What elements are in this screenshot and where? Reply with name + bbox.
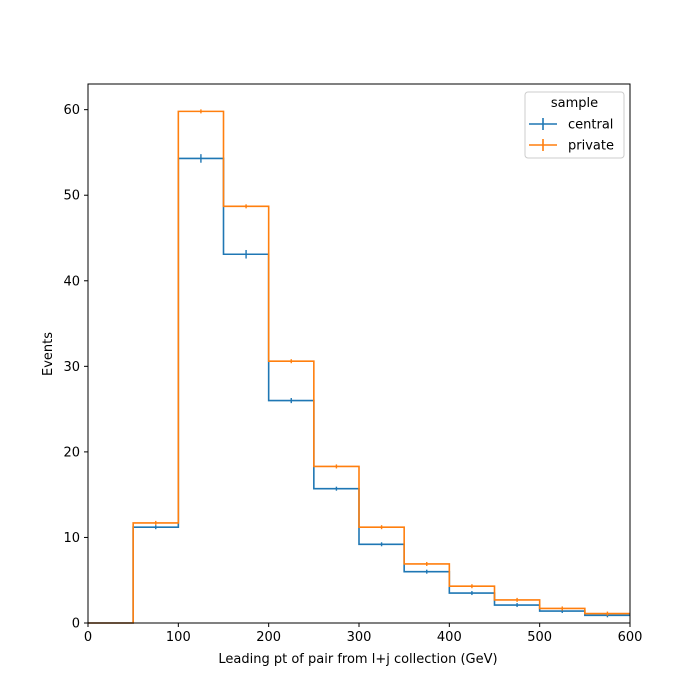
series-step-central bbox=[88, 157, 630, 624]
y-tick-label: 40 bbox=[63, 274, 80, 289]
legend-box bbox=[524, 91, 625, 159]
x-tick-label: 300 bbox=[347, 630, 372, 645]
x-tick-label: 0 bbox=[84, 630, 92, 645]
legend-entry-central: central bbox=[568, 118, 613, 133]
y-tick-label: 60 bbox=[63, 103, 80, 118]
axes: 0 100 200 300 400 500 600 0 10 20 30 40 50 60 bbox=[63, 83, 643, 645]
plot-area bbox=[88, 109, 630, 624]
x-axis-label: Leading pt of pair from l+j collection (… bbox=[218, 652, 497, 667]
y-tick-label: 10 bbox=[63, 531, 80, 546]
x-tick-label: 100 bbox=[166, 630, 191, 645]
y-tick-label: 0 bbox=[72, 617, 80, 632]
x-tick-label: 500 bbox=[527, 630, 552, 645]
x-tick-label: 400 bbox=[437, 630, 462, 645]
y-tick-label: 50 bbox=[63, 189, 80, 204]
y-tick-label: 20 bbox=[63, 445, 80, 460]
x-tick-label: 600 bbox=[618, 630, 643, 645]
legend: sample central private bbox=[524, 91, 625, 159]
legend-entry-private: private bbox=[568, 139, 614, 154]
series-step-private bbox=[88, 110, 630, 624]
x-tick-label: 200 bbox=[256, 630, 281, 645]
legend-title: sample bbox=[551, 96, 598, 111]
y-tick-label: 30 bbox=[63, 360, 80, 375]
y-axis-label: Events bbox=[41, 332, 56, 376]
